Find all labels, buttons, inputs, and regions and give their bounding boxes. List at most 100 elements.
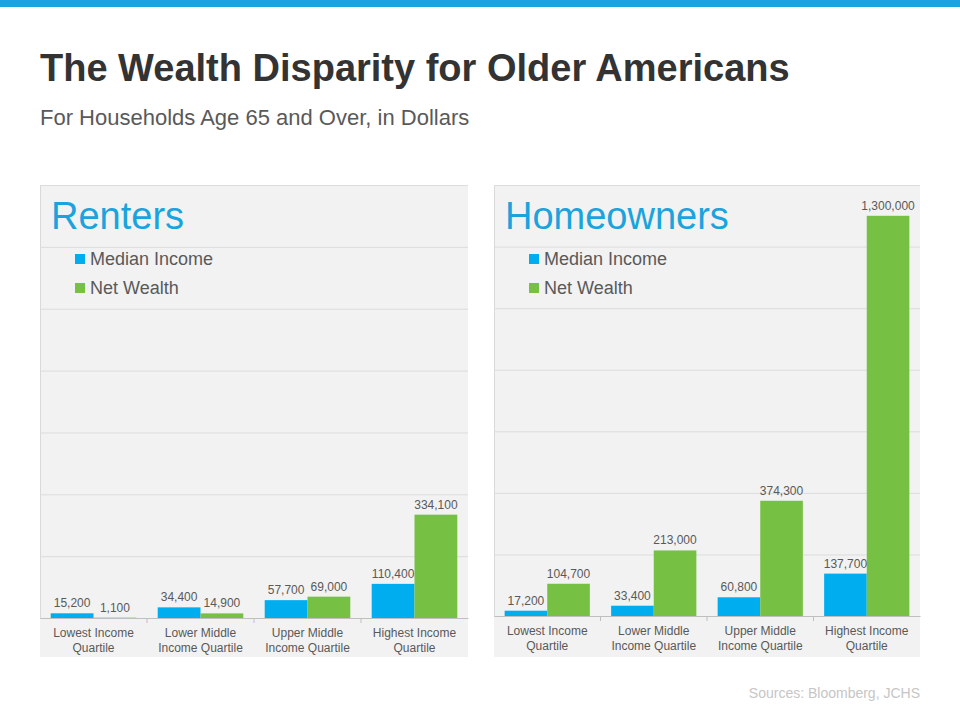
grid-line — [494, 370, 920, 371]
data-label: 60,800 — [721, 580, 758, 594]
bar — [372, 584, 415, 618]
bar — [654, 550, 697, 616]
data-label: 57,700 — [268, 583, 305, 597]
legend-item: Median Income — [529, 249, 667, 269]
panel: 15,20034,40057,700110,4001,10014,90069,0… — [40, 185, 469, 657]
bar — [718, 597, 761, 616]
y-tick — [494, 370, 920, 371]
title: The Wealth Disparity for Older Americans — [40, 47, 790, 89]
bar — [505, 611, 548, 616]
grid-line — [40, 247, 468, 248]
bar — [824, 574, 867, 616]
data-label: 15,200 — [54, 596, 91, 610]
legend: Median Income Net Wealth — [529, 249, 667, 298]
x-tick: Lowest IncomeQuartile — [507, 624, 588, 653]
legend-item: Median Income — [75, 249, 213, 269]
x-tick-label: Lowest IncomeQuartile — [53, 626, 134, 655]
grid-line — [494, 308, 920, 309]
panel-background — [494, 185, 920, 657]
grid-line — [40, 556, 468, 557]
x-tick: Upper MiddleIncome Quartile — [718, 624, 803, 653]
legend-label: Median Income — [544, 249, 667, 269]
panel-title: Renters — [51, 195, 184, 237]
bar — [867, 216, 910, 616]
grid-line — [494, 185, 920, 186]
y-tick — [494, 493, 920, 494]
grid-line — [40, 432, 468, 433]
bar — [547, 584, 590, 616]
bar-series — [547, 216, 909, 616]
bar-series — [51, 584, 415, 618]
legend-item: Net Wealth — [75, 278, 179, 298]
data-label: 137,700 — [824, 557, 868, 571]
legend-swatch — [75, 283, 85, 293]
subtitle: For Households Age 65 and Over, in Dolla… — [40, 105, 469, 130]
y-tick — [494, 308, 920, 309]
x-axis: Lowest IncomeQuartile Lower MiddleIncome … — [41, 619, 469, 655]
category-separator — [361, 618, 362, 623]
grid-line — [40, 494, 468, 495]
x-tick: Lowest IncomeQuartile — [53, 626, 134, 655]
bar — [308, 597, 351, 618]
y-tick — [494, 431, 920, 432]
x-tick-label: Lowest IncomeQuartile — [507, 624, 588, 653]
legend-swatch — [529, 283, 539, 293]
legend-label: Net Wealth — [90, 278, 179, 298]
panel-background — [40, 185, 468, 657]
bars — [51, 515, 458, 618]
y-axis — [40, 186, 468, 619]
bars — [505, 216, 910, 616]
x-tick-label: Highest IncomeQuartile — [825, 624, 909, 653]
y-tick — [40, 494, 468, 495]
grid-line — [494, 431, 920, 432]
y-tick — [40, 371, 468, 372]
panel: 17,20033,40060,800137,700104,700213,0003… — [494, 185, 921, 657]
y-axis — [494, 186, 920, 617]
x-tick: Highest IncomeQuartile — [825, 624, 909, 653]
grid-line — [494, 554, 920, 555]
bar — [760, 501, 803, 616]
data-labels: 15,20034,40057,700110,4001,10014,90069,0… — [54, 498, 458, 615]
legend-swatch — [529, 254, 539, 264]
data-label: 1,100 — [100, 601, 130, 615]
data-label: 110,400 — [372, 567, 415, 581]
data-label: 34,400 — [161, 590, 198, 604]
category-separator — [600, 616, 601, 621]
y-tick — [494, 247, 920, 248]
category-separator — [813, 616, 814, 621]
data-label: 1,300,000 — [861, 199, 915, 213]
x-tick-label: Upper MiddleIncome Quartile — [265, 626, 350, 655]
grid-line — [40, 371, 468, 372]
data-labels: 17,20033,40060,800137,700104,700213,0003… — [508, 199, 915, 608]
legend-swatch — [75, 254, 85, 264]
x-tick-label: Upper MiddleIncome Quartile — [718, 624, 803, 653]
x-tick: Lower MiddleIncome Quartile — [158, 626, 243, 655]
legend-label: Net Wealth — [544, 278, 633, 298]
x-axis: Lowest IncomeQuartile Lower MiddleIncome … — [495, 617, 921, 653]
source: Sources: Bloomberg, JCHS — [749, 685, 920, 701]
y-tick — [40, 185, 468, 186]
bar — [415, 515, 458, 618]
bar — [265, 600, 308, 618]
data-label: 334,100 — [414, 498, 458, 512]
y-tick — [494, 185, 920, 186]
category-separator — [254, 618, 255, 623]
bar — [158, 607, 201, 618]
y-axis-line — [495, 186, 921, 617]
data-label: 104,700 — [547, 567, 591, 581]
grid-line — [494, 493, 920, 494]
bar — [51, 613, 94, 618]
y-tick — [40, 556, 468, 557]
panel-title: Homeowners — [505, 195, 729, 237]
legend-label: Median Income — [90, 249, 213, 269]
legend-item: Net Wealth — [529, 278, 633, 298]
bar — [611, 606, 654, 616]
y-axis-line — [41, 186, 469, 619]
data-label: 17,200 — [508, 594, 545, 608]
category-separator — [707, 616, 708, 621]
x-tick-label: Lower MiddleIncome Quartile — [611, 624, 696, 653]
y-tick — [494, 554, 920, 555]
data-label: 33,400 — [614, 589, 651, 603]
x-tick-label: Highest IncomeQuartile — [373, 626, 457, 655]
y-tick — [40, 432, 468, 433]
